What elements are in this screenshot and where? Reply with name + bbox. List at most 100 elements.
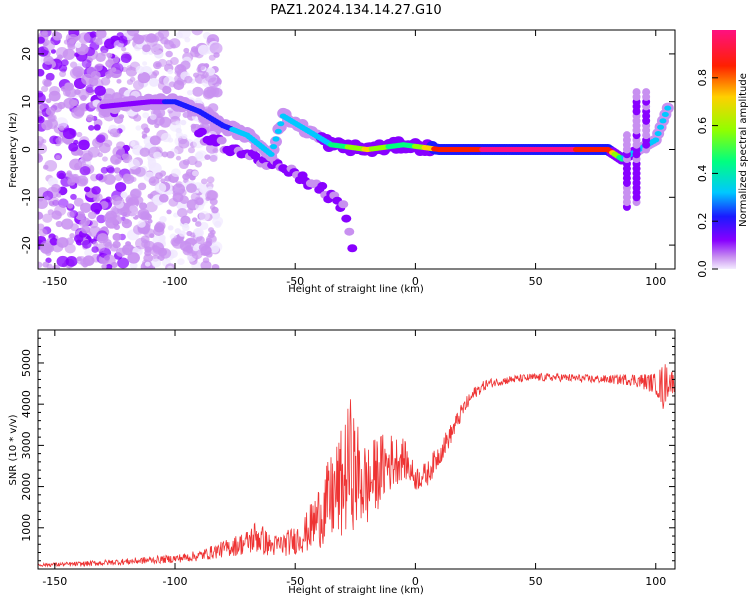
spectrogram-noise-blob: [69, 67, 83, 79]
spectrogram-noise-blob: [182, 111, 190, 119]
spectrogram-noise-blob: [135, 125, 142, 131]
spectrogram-noise-blob: [176, 207, 188, 218]
spectrogram-noise-blob: [83, 186, 91, 193]
spectrogram-noise-blob: [190, 123, 197, 129]
spectrogram-noise-blob: [121, 46, 127, 52]
spectrogram-noise-blob: [133, 34, 145, 45]
spectrogram-noise-blob: [169, 121, 182, 132]
spectrogram-noise-blob: [155, 221, 166, 231]
spectrogram-branch-blob: [347, 244, 358, 253]
spectrogram-noise-blob: [61, 218, 74, 230]
spectrogram-noise-blob: [96, 214, 106, 224]
spectrogram-noise-blob: [38, 154, 42, 161]
spectrogram-noise-blob: [186, 183, 197, 194]
spectrogram-noise-blob: [38, 115, 45, 124]
spectrogram-noise-blob: [200, 178, 208, 185]
spectrogram-noise-blob: [182, 173, 190, 181]
spectrogram-noise-blob: [42, 261, 50, 268]
spectrogram-y-axis-label: Frequency (Hz): [8, 112, 19, 188]
spectrogram-noise-blob: [95, 30, 107, 39]
spectrogram-noise-blob: [91, 246, 99, 253]
spectrogram-noise-blob: [47, 209, 54, 215]
snr-y-tick-label: 4000: [20, 390, 33, 418]
spectrogram-noise-blob: [190, 232, 196, 238]
spectrogram-noise-blob: [87, 211, 97, 220]
spectrogram-noise-blob: [208, 227, 215, 233]
spectrogram-noise-blob: [55, 155, 61, 160]
spectrogram-noise-blob: [202, 257, 210, 264]
spectrogram-noise-blob: [73, 234, 84, 243]
spectrogram-noise-blob: [191, 170, 199, 177]
spectrogram-noise-blob: [55, 46, 69, 58]
spectrogram-noise-blob: [90, 70, 101, 80]
spectrogram-branch-blob: [216, 136, 227, 145]
spectrogram-noise-blob: [150, 43, 164, 55]
spectrogram-noise-blob: [90, 202, 103, 213]
spectrogram-noise-blob: [96, 134, 106, 143]
spectrogram-noise-blob: [178, 230, 186, 237]
spectrogram-noise-blob: [148, 77, 159, 87]
spectrogram-noise-blob: [94, 85, 106, 96]
spectrogram-noise-blob: [52, 32, 63, 41]
spectrogram-noise-blob: [107, 166, 115, 174]
snr-y-tick-label: 5000: [20, 349, 33, 377]
snr-plot-area: [38, 330, 675, 569]
spectrogram-noise-blob: [177, 258, 185, 266]
spectrogram-noise-blob: [191, 217, 198, 223]
spectrogram-noise-blob: [147, 193, 154, 199]
spectrogram-noise-blob: [59, 70, 67, 78]
snr-y-axis-label: SNR (10 * v/v): [8, 414, 19, 485]
spectrogram-branch-blob: [317, 182, 328, 191]
spectrogram-noise-blob: [82, 255, 95, 266]
snr-series-line: [38, 364, 675, 568]
spectrogram-noise-blob: [38, 36, 45, 44]
chart-title: PAZ1.2024.134.14.27.G10: [270, 3, 441, 18]
spectrogram-noise-blob: [38, 197, 44, 202]
spectrogram-noise-blob: [130, 140, 140, 149]
snr-x-tick-label: -150: [42, 575, 67, 588]
spectrogram-noise-blob: [175, 155, 182, 161]
spectrogram-noise-blob: [195, 221, 202, 227]
spectrogram-noise-blob: [186, 208, 194, 214]
spectrogram-streak-blob: [622, 131, 631, 140]
spectrogram-noise-blob: [67, 40, 75, 48]
spectrogram-x-tick-label: 100: [645, 275, 666, 288]
spectrogram-noise-blob: [117, 257, 130, 269]
spectrogram-noise-blob: [80, 94, 87, 102]
spectrogram-noise-blob: [175, 131, 184, 139]
spectrogram-noise-blob: [118, 114, 125, 120]
spectrogram-noise-blob: [55, 117, 68, 129]
snr-x-tick-label: 50: [529, 575, 543, 588]
spectrogram-noise-blob: [78, 103, 86, 110]
spectrogram-noise-blob: [209, 244, 220, 254]
spectrogram-noise-blob: [93, 196, 100, 203]
spectrogram-noise-blob: [181, 133, 188, 140]
snr-x-tick-label: 0: [412, 575, 419, 588]
spectrogram-noise-blob: [38, 261, 43, 269]
spectrogram-noise-blob: [109, 128, 120, 138]
spectrogram-noise-blob: [211, 263, 220, 269]
spectrogram-noise-blob: [42, 190, 54, 201]
spectrogram-noise-blob: [74, 42, 82, 49]
spectrogram-noise-blob: [38, 110, 43, 118]
spectrogram-noise-blob: [198, 184, 208, 193]
spectrogram-noise-blob: [205, 251, 213, 258]
spectrogram-noise-blob: [134, 166, 146, 177]
spectrogram-noise-blob: [50, 49, 57, 54]
spectrogram-noise-blob: [88, 125, 95, 131]
spectrogram-noise-blob: [111, 67, 117, 73]
spectrogram-noise-blob: [179, 195, 189, 204]
spectrogram-y-tick-label: 20: [20, 47, 33, 61]
spectrogram-noise-blob: [125, 66, 138, 77]
spectrogram-noise-blob: [113, 167, 121, 174]
spectrogram-noise-blob: [202, 71, 209, 78]
spectrogram-noise-blob: [166, 150, 175, 159]
spectrogram-noise-blob: [125, 241, 132, 247]
spectrogram-noise-blob: [123, 173, 135, 185]
spectrogram-noise-blob: [151, 258, 162, 268]
spectrogram-noise-blob: [81, 239, 92, 249]
spectrogram-noise-blob: [46, 118, 58, 129]
snr-x-tick-label: -100: [163, 575, 188, 588]
colorbar-tick-label: 0.2: [696, 212, 709, 230]
snr-y-tick-label: 1000: [20, 514, 33, 542]
